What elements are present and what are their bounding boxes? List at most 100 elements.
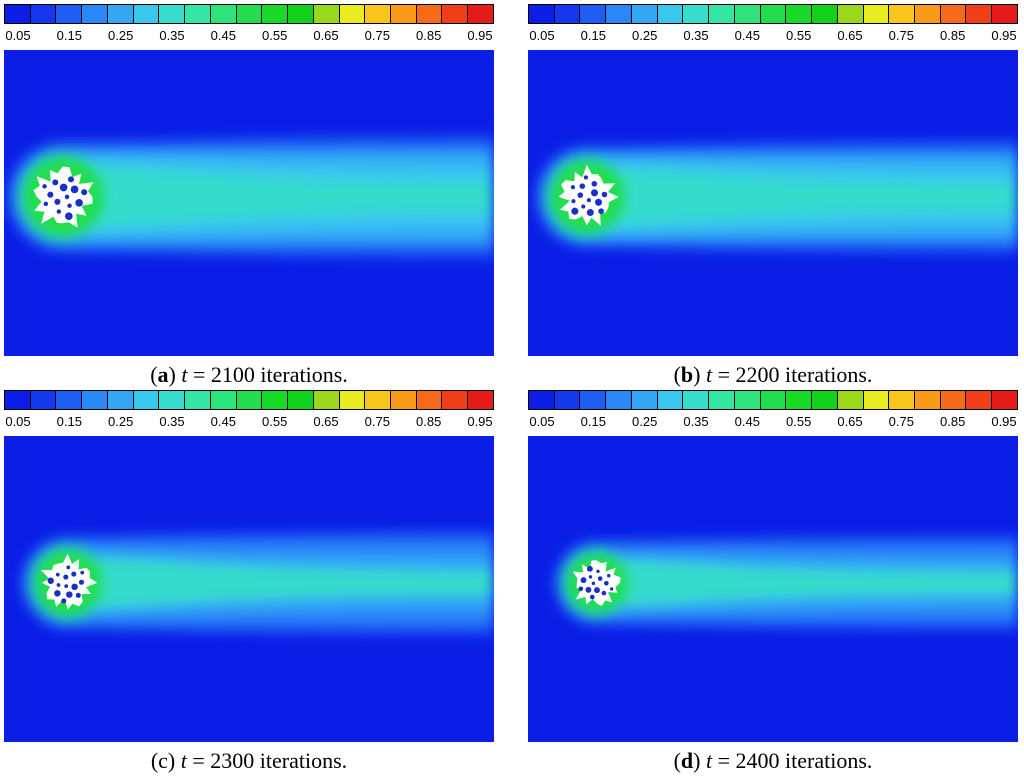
caption-suffix: iterations. xyxy=(785,748,873,773)
colorbar-tick-label: 0.45 xyxy=(734,28,760,43)
panel-label: b xyxy=(680,362,694,387)
colorbar-swatch xyxy=(812,391,838,409)
wake-plume xyxy=(20,531,494,635)
wake-plume xyxy=(535,141,1018,253)
colorbar-tick-label: 0.85 xyxy=(940,28,966,43)
obstacle-pore xyxy=(64,584,69,589)
colorbar-swatch xyxy=(416,391,443,409)
colorbar-swatch xyxy=(159,5,186,23)
obstacle-pore xyxy=(64,194,70,200)
colorbar-swatch xyxy=(5,391,31,409)
colorbar-swatch xyxy=(56,5,83,23)
colorbar-tick-label: 0.35 xyxy=(683,414,709,429)
colorbar-tick-label: 0.45 xyxy=(734,414,760,429)
obstacle-pore xyxy=(579,183,586,189)
iteration-count: 2300 xyxy=(210,748,255,773)
colorbar-swatch xyxy=(288,5,314,23)
colorbar-swatch xyxy=(82,5,108,23)
obstacle-pore xyxy=(66,591,73,598)
colorbar-tick-label: 0.05 xyxy=(529,414,555,429)
colorbar-tick-label: 0.25 xyxy=(632,28,658,43)
colorbar-swatch xyxy=(339,391,366,409)
colorbar-swatch xyxy=(837,5,864,23)
obstacle-pore xyxy=(78,579,85,585)
colorbar-tick-label: 0.35 xyxy=(683,28,709,43)
caption-suffix: iterations. xyxy=(259,748,348,773)
time-variable: t xyxy=(180,748,187,773)
colorbar-swatch xyxy=(580,5,607,23)
colorbar-tick-label: 0.05 xyxy=(529,28,555,43)
colorbar-swatch xyxy=(288,391,314,409)
colorbar-swatch xyxy=(210,5,237,23)
colorbar-tick-label: 0.05 xyxy=(5,28,31,43)
iteration-count: 2400 xyxy=(735,748,780,773)
wake-contour xyxy=(573,559,1018,607)
colorbar-tick-label: 0.55 xyxy=(262,28,288,43)
obstacle-pore xyxy=(65,212,73,220)
colorbar-tick-label: 0.35 xyxy=(159,28,185,43)
colorbar-swatch xyxy=(236,391,263,409)
obstacle-pore xyxy=(75,199,83,207)
colorbar-tick-label: 0.85 xyxy=(416,414,442,429)
obstacle-pore xyxy=(580,577,587,584)
colorbar-swatch xyxy=(339,5,366,23)
panel-caption: (c) t = 2300 iterations. xyxy=(150,748,348,773)
colorbar-swatch xyxy=(442,5,469,23)
colorbar-tick-label: 0.15 xyxy=(580,28,606,43)
colorbar-swatch xyxy=(5,5,31,23)
colorbar-swatch xyxy=(107,391,134,409)
colorbar-swatch xyxy=(185,391,211,409)
contour-field xyxy=(528,50,1018,356)
colorbar-swatch xyxy=(236,5,263,23)
colorbar-tick-label: 0.75 xyxy=(888,414,914,429)
colorbar-tick-label: 0.65 xyxy=(313,414,339,429)
obstacle-pore xyxy=(609,587,614,591)
colorbar-swatch xyxy=(529,5,555,23)
colorbar-swatch xyxy=(262,391,289,409)
obstacle-pore xyxy=(42,184,47,189)
colorbar-swatch xyxy=(734,5,761,23)
colorbar-swatch xyxy=(683,391,710,409)
obstacle-pore xyxy=(571,207,579,215)
colorbar-swatch xyxy=(365,391,392,409)
obstacle-pore xyxy=(59,183,68,192)
colorbar-ticks: 0.05 0.15 0.25 0.35 0.45 0.55 0.65 0.75 0.85 0.95 xyxy=(4,28,494,46)
obstacle-pore xyxy=(586,565,593,572)
colorbar-swatch xyxy=(940,5,967,23)
obstacle-pore xyxy=(586,208,594,217)
obstacle-pore xyxy=(583,175,588,180)
colorbar-swatch xyxy=(734,391,761,409)
colorbar-swatch xyxy=(837,391,864,409)
obstacle-pore xyxy=(54,198,61,205)
colorbar-tick-label: 0.45 xyxy=(210,28,236,43)
colorbar-swatch xyxy=(529,391,555,409)
colorbar-swatch xyxy=(657,5,684,23)
colorbar-swatch xyxy=(992,5,1017,23)
colorbar-swatch xyxy=(159,391,186,409)
colorbar-tick-label: 0.95 xyxy=(991,28,1017,43)
colorbar-swatch xyxy=(30,5,57,23)
obstacle-pore xyxy=(598,208,604,214)
colorbar-swatch xyxy=(863,5,890,23)
porous-obstacle xyxy=(558,164,619,226)
colorbar-swatch xyxy=(889,391,916,409)
colorbar-tick-label: 0.95 xyxy=(467,414,493,429)
colorbar-swatch xyxy=(468,391,493,409)
obstacle-pore xyxy=(585,586,592,593)
obstacle-pore xyxy=(56,583,61,587)
colorbar-swatch xyxy=(760,5,787,23)
obstacle-pore xyxy=(55,572,60,577)
panel-label: c xyxy=(158,748,168,773)
colorbar-tick-label: 0.65 xyxy=(313,28,339,43)
colorbar-swatch xyxy=(468,5,493,23)
colorbar-swatch xyxy=(133,5,160,23)
colorbar-swatch xyxy=(889,5,916,23)
panel-label: a xyxy=(157,362,169,387)
wake-plume xyxy=(553,536,1018,630)
obstacle-pore xyxy=(61,598,67,604)
colorbar-swatch xyxy=(786,5,813,23)
obstacle-pore xyxy=(594,587,600,594)
colorbar-tick-label: 0.95 xyxy=(467,28,493,43)
obstacle-solid xyxy=(33,166,94,228)
colorbar-tick-label: 0.85 xyxy=(416,28,442,43)
